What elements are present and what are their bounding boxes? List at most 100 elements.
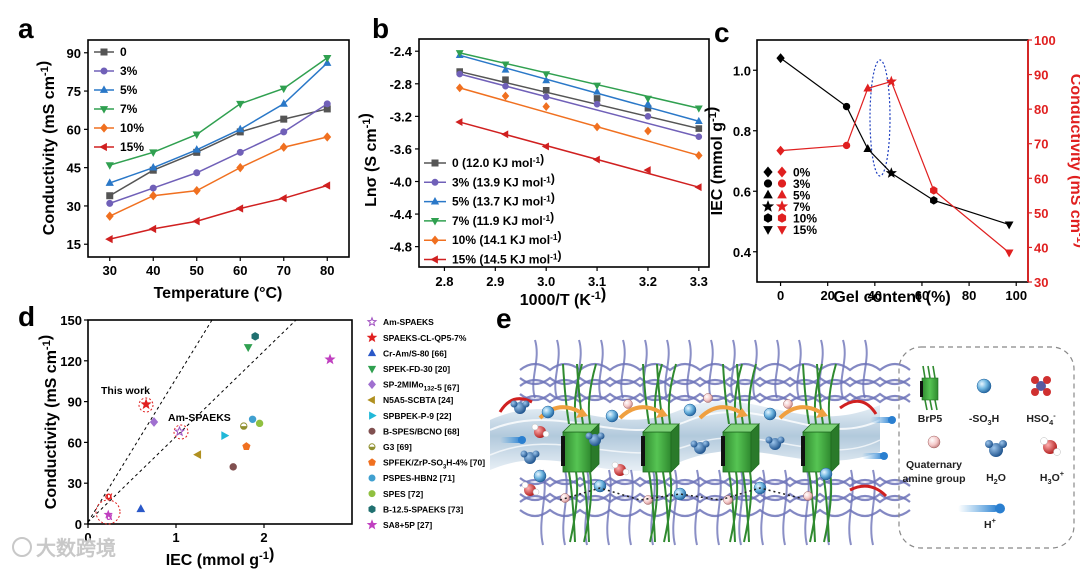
panel-b-point bbox=[644, 113, 652, 120]
panel-a-ylabel: Conductivity (mS cm-1) bbox=[35, 61, 58, 235]
transport-arrow-icon bbox=[698, 405, 741, 420]
panel-b-legend-marker bbox=[430, 218, 440, 226]
panel-a-legend-marker bbox=[99, 106, 109, 114]
water-molecule-icon bbox=[985, 440, 1007, 457]
panel-d-point bbox=[242, 442, 251, 450]
sulfonic-group-sphere bbox=[533, 469, 547, 483]
watermark: 大数跨境 bbox=[12, 536, 116, 560]
panel-c-conductivity-point bbox=[863, 83, 873, 92]
panel-d-legend-marker bbox=[368, 474, 376, 482]
sulfonic-group-sphere bbox=[819, 467, 833, 481]
panel-d-highlight-this-work bbox=[138, 397, 154, 413]
panel-b-point bbox=[644, 126, 652, 136]
panel-c-conductivity-point bbox=[842, 141, 851, 150]
panel-d-point bbox=[229, 463, 237, 471]
panel-d-annotation-this-work: This work bbox=[101, 385, 150, 397]
panel-a-legend-marker bbox=[100, 123, 108, 133]
polymer-link-upper bbox=[532, 339, 538, 399]
panel-d-legend-label: B-SPES/BCNO [68] bbox=[383, 426, 460, 436]
panel-label-c: c bbox=[714, 17, 730, 48]
water-molecule bbox=[510, 400, 530, 414]
panel-a-legend-label: 7% bbox=[120, 102, 138, 116]
panel-a-legend-label: 5% bbox=[120, 83, 138, 97]
polymer-link-lower bbox=[694, 469, 700, 546]
water-molecule bbox=[520, 450, 540, 464]
panel-e-schematic: BrP5 -SO3H HSO4- H2O H3O+ H+ Quaternary amine g… bbox=[489, 339, 1075, 549]
polymer-link-upper bbox=[686, 339, 692, 399]
panel-c-iec-point bbox=[1004, 221, 1014, 230]
panel-b-xtick-label: 3.0 bbox=[537, 274, 555, 289]
polymer-link-lower bbox=[804, 469, 810, 546]
panel-a-xtick-label: 80 bbox=[320, 263, 334, 278]
sulfonic-group-sphere bbox=[593, 479, 607, 493]
panel-d-legend-label: G3 [69] bbox=[383, 442, 412, 452]
polymer-link-lower bbox=[870, 469, 876, 546]
panel-b-ytick-label: -2.4 bbox=[390, 44, 413, 59]
panel-a-point bbox=[279, 194, 287, 203]
panel-c-xtick-label: 100 bbox=[1005, 288, 1027, 303]
panel-a-xtick-label: 70 bbox=[277, 263, 291, 278]
panel-b-legend-label: 10% (14.1 KJ mol-1) bbox=[452, 229, 562, 247]
exit-arrow-lower-icon bbox=[849, 484, 888, 498]
panel-c-iec-point bbox=[885, 167, 897, 178]
amine-group-sphere bbox=[703, 393, 713, 403]
hydrogen-bond-path bbox=[559, 487, 801, 501]
panel-c-iec-line bbox=[780, 57, 1010, 226]
panel-d-ytick-label: 30 bbox=[68, 476, 82, 491]
panel-a-series-line bbox=[109, 136, 328, 217]
transport-arrow-icon bbox=[618, 405, 661, 420]
panel-a-point bbox=[149, 184, 157, 192]
hydronium-ion bbox=[611, 461, 630, 476]
panel-c-ytick-label: 0.8 bbox=[733, 124, 751, 139]
brp5-icon bbox=[920, 365, 939, 411]
polymer-chain-upper bbox=[519, 378, 911, 388]
schematic-legend-label: -SO3H bbox=[969, 413, 999, 427]
panel-a-legend-marker bbox=[100, 67, 108, 75]
panel-a-series-line bbox=[109, 184, 328, 240]
polymer-chain-upper bbox=[519, 392, 911, 402]
polymer-link-lower bbox=[672, 469, 678, 546]
panel-d-point bbox=[140, 398, 152, 410]
panel-b-ytick-label: -3.2 bbox=[390, 109, 412, 124]
polymer-link-upper bbox=[620, 339, 626, 399]
panel-d-legend-label: B-12.5-SPAEKS [73] bbox=[383, 504, 463, 514]
panel-a-xtick-label: 50 bbox=[190, 263, 204, 278]
schematic-legend-label-amine-line1: Quaternary bbox=[906, 459, 962, 471]
panel-c-y2tick-label: 60 bbox=[1034, 171, 1048, 186]
proton-comet bbox=[500, 436, 526, 444]
panel-d-point bbox=[149, 417, 159, 427]
panel-c-frame bbox=[756, 39, 1029, 283]
panel-d-ytick-label: 150 bbox=[60, 313, 82, 328]
panel-c-highlight-ellipse bbox=[869, 59, 891, 177]
panel-b-point bbox=[695, 133, 703, 141]
polymer-chain-lower bbox=[519, 508, 911, 518]
panel-d-legend-label: SPEK-FD-30 [20] bbox=[383, 364, 450, 374]
panel-b-point bbox=[542, 102, 550, 111]
panel-d-annotation-am-spaeks: Am-SPAEKS bbox=[168, 412, 231, 424]
panel-a-xlabel: Temperature (°C) bbox=[154, 285, 283, 302]
panel-d-ytick-label: 120 bbox=[60, 354, 82, 369]
panel-c-y2tick-label: 70 bbox=[1034, 137, 1048, 152]
schematic-legend-box bbox=[898, 346, 1075, 549]
panel-c-legend-label: 5% bbox=[793, 189, 811, 203]
polymer-link-lower bbox=[738, 469, 744, 546]
panel-b-frame bbox=[418, 38, 710, 268]
panel-b-xlabel: 1000/T (K-1) bbox=[520, 286, 606, 309]
hso4-icon bbox=[1031, 376, 1051, 396]
panel-c-conductivity-point bbox=[885, 75, 897, 87]
panel-b-point bbox=[542, 71, 551, 79]
panel-b-point bbox=[455, 50, 464, 58]
panel-d-guide-line-shallow bbox=[87, 319, 297, 523]
panel-c-xtick-label: 0 bbox=[777, 288, 784, 303]
polymer-link-upper bbox=[796, 339, 802, 399]
panel-b-point bbox=[593, 100, 601, 108]
panel-d-highlight-alpha bbox=[95, 499, 121, 525]
panel-c-legend-marker-red bbox=[777, 166, 787, 178]
panel-b-point bbox=[501, 65, 510, 73]
panel-d-point bbox=[251, 332, 259, 341]
panel-label-a: a bbox=[18, 13, 34, 44]
panel-b-point bbox=[455, 118, 463, 126]
panel-c-legend-marker-black bbox=[763, 166, 773, 178]
sulfonic-sphere-icon bbox=[976, 378, 992, 394]
transport-arrowhead-icon bbox=[816, 408, 828, 418]
